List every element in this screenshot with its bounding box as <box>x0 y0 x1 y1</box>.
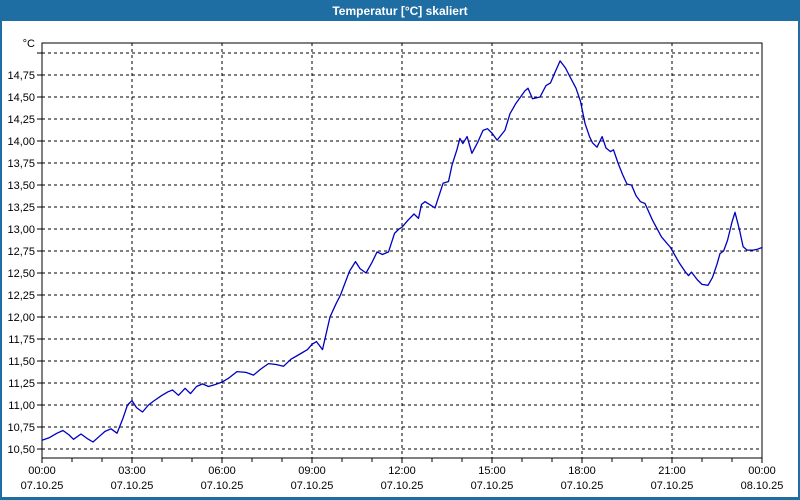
x-tick-date-label: 07.10.25 <box>201 480 244 492</box>
y-tick-label: 10,50 <box>7 444 35 456</box>
temperature-series-line <box>41 60 763 443</box>
y-tick-label: 14,00 <box>7 136 35 148</box>
x-tick-time-label: 15:00 <box>478 465 506 477</box>
x-tick-time-label: 18:00 <box>568 465 596 477</box>
y-tick-label: 13,00 <box>7 224 35 236</box>
y-tick-label: 13,50 <box>7 180 35 192</box>
y-tick-label: 11,25 <box>8 378 35 390</box>
x-tick-time-label: 12:00 <box>388 465 416 477</box>
y-tick-label: 10,75 <box>7 422 35 434</box>
y-tick-label: 11,50 <box>8 356 35 368</box>
x-tick-date-label: 07.10.25 <box>111 480 154 492</box>
x-tick-time-label: 00:00 <box>28 465 56 477</box>
x-tick-date-label: 07.10.25 <box>291 480 334 492</box>
y-tick-label: 13,75 <box>7 158 35 170</box>
plot-frame <box>41 42 763 459</box>
x-tick-date-label: 07.10.25 <box>381 480 424 492</box>
window-titlebar[interactable]: Temperatur [°C] skaliert <box>0 0 800 21</box>
y-tick-label: 14,75 <box>7 70 35 82</box>
y-tick-label: 11,00 <box>8 400 35 412</box>
x-tick-date-label: 07.10.25 <box>471 480 514 492</box>
y-tick-label: 12,00 <box>7 312 35 324</box>
y-tick-label: 14,25 <box>7 114 35 126</box>
y-tick-label: 14,50 <box>7 92 35 104</box>
x-tick-date-label: 08.10.25 <box>741 480 784 492</box>
y-tick-label: 12,50 <box>7 268 35 280</box>
y-tick-label: 11,75 <box>8 334 35 346</box>
y-tick-label: 12,75 <box>7 246 35 258</box>
x-tick-time-label: 03:00 <box>118 465 146 477</box>
x-tick-time-label: 09:00 <box>298 465 326 477</box>
window-title: Temperatur [°C] skaliert <box>332 3 468 18</box>
y-tick-label: 13,25 <box>7 202 35 214</box>
x-tick-time-label: 06:00 <box>208 465 236 477</box>
x-tick-date-label: 07.10.25 <box>561 480 604 492</box>
y-axis-unit-label: °C <box>23 38 35 50</box>
x-tick-time-label: 21:00 <box>658 465 686 477</box>
x-tick-time-label: 00:00 <box>748 465 776 477</box>
y-tick-label: 12,25 <box>7 290 35 302</box>
x-tick-date-label: 07.10.25 <box>21 480 64 492</box>
x-tick-date-label: 07.10.25 <box>651 480 694 492</box>
